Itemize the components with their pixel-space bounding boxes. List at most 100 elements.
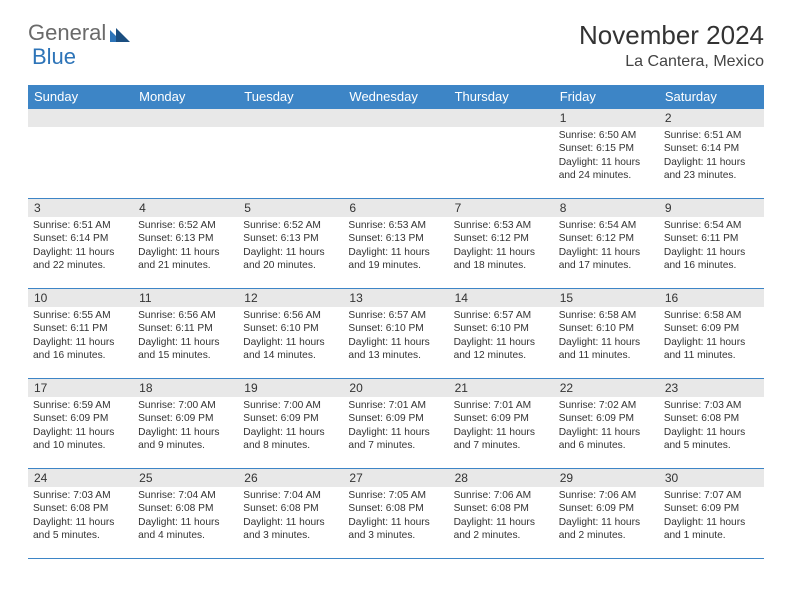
day-number: 25 xyxy=(133,469,238,487)
day-number: 12 xyxy=(238,289,343,307)
calendar-day-cell: 10Sunrise: 6:55 AMSunset: 6:11 PMDayligh… xyxy=(28,289,133,379)
logo-text-blue: Blue xyxy=(32,44,76,70)
day-detail: Sunrise: 6:52 AMSunset: 6:13 PMDaylight:… xyxy=(238,217,343,277)
header: General November 2024 La Cantera, Mexico xyxy=(28,20,764,71)
day-detail: Sunrise: 7:00 AMSunset: 6:09 PMDaylight:… xyxy=(238,397,343,457)
calendar-day-cell: 13Sunrise: 6:57 AMSunset: 6:10 PMDayligh… xyxy=(343,289,448,379)
day-number: 13 xyxy=(343,289,448,307)
logo-triangle-icon xyxy=(110,24,132,44)
day-detail: Sunrise: 7:02 AMSunset: 6:09 PMDaylight:… xyxy=(554,397,659,457)
calendar-day-cell: 30Sunrise: 7:07 AMSunset: 6:09 PMDayligh… xyxy=(659,469,764,559)
day-detail: Sunrise: 7:01 AMSunset: 6:09 PMDaylight:… xyxy=(343,397,448,457)
day-detail: Sunrise: 6:57 AMSunset: 6:10 PMDaylight:… xyxy=(343,307,448,367)
day-detail: Sunrise: 6:59 AMSunset: 6:09 PMDaylight:… xyxy=(28,397,133,457)
weekday-header: Tuesday xyxy=(238,85,343,109)
calendar-day-cell: 11Sunrise: 6:56 AMSunset: 6:11 PMDayligh… xyxy=(133,289,238,379)
day-detail: Sunrise: 7:01 AMSunset: 6:09 PMDaylight:… xyxy=(449,397,554,457)
day-detail: Sunrise: 7:00 AMSunset: 6:09 PMDaylight:… xyxy=(133,397,238,457)
day-number: 26 xyxy=(238,469,343,487)
day-number: 15 xyxy=(554,289,659,307)
day-detail: Sunrise: 7:07 AMSunset: 6:09 PMDaylight:… xyxy=(659,487,764,547)
day-detail: Sunrise: 7:04 AMSunset: 6:08 PMDaylight:… xyxy=(133,487,238,547)
weekday-header: Thursday xyxy=(449,85,554,109)
calendar-day-cell: 24Sunrise: 7:03 AMSunset: 6:08 PMDayligh… xyxy=(28,469,133,559)
day-number: 17 xyxy=(28,379,133,397)
calendar-day-cell xyxy=(133,109,238,199)
day-detail: Sunrise: 6:50 AMSunset: 6:15 PMDaylight:… xyxy=(554,127,659,187)
calendar-day-cell: 22Sunrise: 7:02 AMSunset: 6:09 PMDayligh… xyxy=(554,379,659,469)
day-number: 23 xyxy=(659,379,764,397)
day-detail: Sunrise: 6:55 AMSunset: 6:11 PMDaylight:… xyxy=(28,307,133,367)
day-number: 11 xyxy=(133,289,238,307)
day-detail: Sunrise: 6:54 AMSunset: 6:12 PMDaylight:… xyxy=(554,217,659,277)
day-number: 29 xyxy=(554,469,659,487)
weekday-header-row: Sunday Monday Tuesday Wednesday Thursday… xyxy=(28,85,764,109)
day-number: 19 xyxy=(238,379,343,397)
calendar-day-cell: 29Sunrise: 7:06 AMSunset: 6:09 PMDayligh… xyxy=(554,469,659,559)
calendar-week-row: 10Sunrise: 6:55 AMSunset: 6:11 PMDayligh… xyxy=(28,289,764,379)
day-number: 5 xyxy=(238,199,343,217)
day-detail xyxy=(28,127,133,175)
calendar-day-cell xyxy=(449,109,554,199)
logo: General xyxy=(28,20,134,46)
calendar-day-cell: 16Sunrise: 6:58 AMSunset: 6:09 PMDayligh… xyxy=(659,289,764,379)
calendar-day-cell: 20Sunrise: 7:01 AMSunset: 6:09 PMDayligh… xyxy=(343,379,448,469)
day-number: 10 xyxy=(28,289,133,307)
day-detail: Sunrise: 6:51 AMSunset: 6:14 PMDaylight:… xyxy=(28,217,133,277)
calendar-week-row: 3Sunrise: 6:51 AMSunset: 6:14 PMDaylight… xyxy=(28,199,764,289)
day-number xyxy=(133,109,238,127)
calendar-day-cell: 3Sunrise: 6:51 AMSunset: 6:14 PMDaylight… xyxy=(28,199,133,289)
day-number: 27 xyxy=(343,469,448,487)
calendar-day-cell: 23Sunrise: 7:03 AMSunset: 6:08 PMDayligh… xyxy=(659,379,764,469)
day-number: 6 xyxy=(343,199,448,217)
calendar-day-cell: 4Sunrise: 6:52 AMSunset: 6:13 PMDaylight… xyxy=(133,199,238,289)
page-subtitle: La Cantera, Mexico xyxy=(579,53,764,71)
calendar-day-cell: 6Sunrise: 6:53 AMSunset: 6:13 PMDaylight… xyxy=(343,199,448,289)
day-number: 3 xyxy=(28,199,133,217)
day-number: 20 xyxy=(343,379,448,397)
page-title: November 2024 xyxy=(579,20,764,51)
day-detail xyxy=(449,127,554,175)
day-detail xyxy=(133,127,238,175)
day-detail: Sunrise: 6:53 AMSunset: 6:12 PMDaylight:… xyxy=(449,217,554,277)
day-number: 2 xyxy=(659,109,764,127)
calendar-day-cell: 7Sunrise: 6:53 AMSunset: 6:12 PMDaylight… xyxy=(449,199,554,289)
calendar-day-cell xyxy=(343,109,448,199)
weekday-header: Friday xyxy=(554,85,659,109)
day-number xyxy=(343,109,448,127)
calendar-day-cell: 9Sunrise: 6:54 AMSunset: 6:11 PMDaylight… xyxy=(659,199,764,289)
day-detail: Sunrise: 6:56 AMSunset: 6:11 PMDaylight:… xyxy=(133,307,238,367)
day-detail: Sunrise: 6:53 AMSunset: 6:13 PMDaylight:… xyxy=(343,217,448,277)
day-detail: Sunrise: 7:04 AMSunset: 6:08 PMDaylight:… xyxy=(238,487,343,547)
day-detail: Sunrise: 6:51 AMSunset: 6:14 PMDaylight:… xyxy=(659,127,764,187)
calendar-day-cell: 26Sunrise: 7:04 AMSunset: 6:08 PMDayligh… xyxy=(238,469,343,559)
day-number: 22 xyxy=(554,379,659,397)
calendar-day-cell xyxy=(28,109,133,199)
calendar-day-cell: 5Sunrise: 6:52 AMSunset: 6:13 PMDaylight… xyxy=(238,199,343,289)
day-detail: Sunrise: 6:52 AMSunset: 6:13 PMDaylight:… xyxy=(133,217,238,277)
calendar-day-cell: 15Sunrise: 6:58 AMSunset: 6:10 PMDayligh… xyxy=(554,289,659,379)
day-number: 21 xyxy=(449,379,554,397)
day-detail: Sunrise: 7:03 AMSunset: 6:08 PMDaylight:… xyxy=(659,397,764,457)
page: General November 2024 La Cantera, Mexico… xyxy=(0,0,792,569)
day-detail: Sunrise: 6:54 AMSunset: 6:11 PMDaylight:… xyxy=(659,217,764,277)
day-detail: Sunrise: 7:03 AMSunset: 6:08 PMDaylight:… xyxy=(28,487,133,547)
calendar-body: 1Sunrise: 6:50 AMSunset: 6:15 PMDaylight… xyxy=(28,109,764,559)
day-detail: Sunrise: 6:58 AMSunset: 6:09 PMDaylight:… xyxy=(659,307,764,367)
calendar-day-cell: 12Sunrise: 6:56 AMSunset: 6:10 PMDayligh… xyxy=(238,289,343,379)
calendar-day-cell: 1Sunrise: 6:50 AMSunset: 6:15 PMDaylight… xyxy=(554,109,659,199)
calendar-day-cell: 21Sunrise: 7:01 AMSunset: 6:09 PMDayligh… xyxy=(449,379,554,469)
day-number: 4 xyxy=(133,199,238,217)
day-number: 30 xyxy=(659,469,764,487)
day-number: 28 xyxy=(449,469,554,487)
calendar-day-cell: 17Sunrise: 6:59 AMSunset: 6:09 PMDayligh… xyxy=(28,379,133,469)
weekday-header: Wednesday xyxy=(343,85,448,109)
weekday-header: Sunday xyxy=(28,85,133,109)
day-number: 8 xyxy=(554,199,659,217)
weekday-header: Monday xyxy=(133,85,238,109)
day-detail xyxy=(238,127,343,175)
calendar-day-cell: 27Sunrise: 7:05 AMSunset: 6:08 PMDayligh… xyxy=(343,469,448,559)
calendar-day-cell: 18Sunrise: 7:00 AMSunset: 6:09 PMDayligh… xyxy=(133,379,238,469)
calendar-day-cell xyxy=(238,109,343,199)
day-detail: Sunrise: 7:06 AMSunset: 6:09 PMDaylight:… xyxy=(554,487,659,547)
